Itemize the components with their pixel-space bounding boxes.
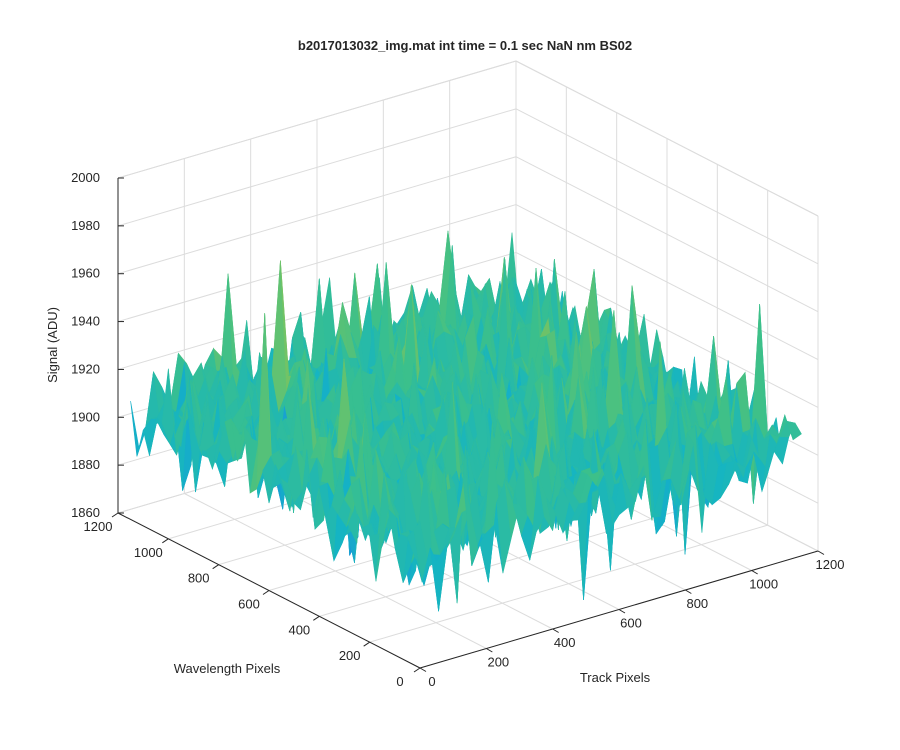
x-tick-label: 800: [686, 596, 708, 611]
x-tick-label: 0: [428, 674, 435, 689]
y-tick-label: 1200: [84, 519, 113, 534]
y-tick: [262, 590, 270, 595]
z-tick-label: 1880: [71, 457, 100, 472]
y-tick-label: 1000: [134, 545, 163, 560]
grid-line-z-back-wall: [117, 204, 517, 323]
z-tick-label: 1940: [71, 314, 100, 329]
x-tick: [486, 648, 493, 653]
surface-patch: [786, 420, 802, 441]
x-tick: [419, 667, 427, 672]
surface-layer: [130, 230, 802, 612]
x-tick: [618, 609, 626, 614]
y-tick-label: 400: [288, 622, 310, 637]
x-tick-label: 1200: [816, 557, 845, 572]
x-tick-label: 400: [554, 635, 576, 650]
x-tick-label: 600: [620, 616, 642, 631]
grid-line-z-side-wall: [515, 108, 819, 265]
z-tick-label: 1920: [71, 361, 100, 376]
x-tick: [751, 570, 758, 575]
y-tick: [212, 564, 219, 570]
y-tick-label: 600: [238, 597, 260, 612]
labels-layer: b2017013032_img.mat int time = 0.1 sec N…: [45, 38, 651, 685]
z-axis-title: Signal (ADU): [45, 307, 60, 383]
x-axis-title: Track Pixels: [580, 670, 651, 685]
y-tick: [363, 641, 370, 647]
y-tick: [413, 667, 421, 673]
grid-line-z-side-wall: [515, 156, 819, 313]
z-tick-label: 1980: [71, 218, 100, 233]
chart-title: b2017013032_img.mat int time = 0.1 sec N…: [298, 38, 632, 53]
axes-layer: 0 200 400 600 800 1000 1200 0 200 400 600 800 1000 12…: [71, 170, 844, 689]
x-tick: [817, 550, 825, 555]
z-tick-label: 1860: [71, 505, 100, 520]
y-tick-label: 800: [188, 571, 210, 586]
box-edge: [515, 60, 819, 217]
grid-line-z-side-wall: [515, 251, 819, 408]
z-tick-label: 1900: [71, 409, 100, 424]
grid-line-y-floor: [319, 498, 718, 617]
x-tick-label: 1000: [749, 577, 778, 592]
y-tick-label: 0: [396, 674, 403, 689]
z-tick-label: 1960: [71, 266, 100, 281]
grid-line-z-back-wall: [117, 108, 517, 227]
x-tick: [685, 589, 692, 594]
x-tick: [552, 628, 559, 633]
grid-line-z-side-wall: [515, 204, 819, 361]
y-tick: [162, 538, 169, 544]
grid-line-y-floor: [369, 524, 768, 643]
y-tick: [313, 615, 320, 621]
y-tick: [111, 512, 119, 518]
surface-patch: [130, 400, 146, 457]
grid-line-z-back-wall: [117, 156, 517, 275]
box-edge: [117, 60, 517, 179]
y-axis-title: Wavelength Pixels: [174, 661, 281, 676]
x-tick-label: 200: [487, 655, 509, 670]
z-tick-label: 2000: [71, 170, 100, 185]
y-tick-label: 200: [339, 648, 361, 663]
